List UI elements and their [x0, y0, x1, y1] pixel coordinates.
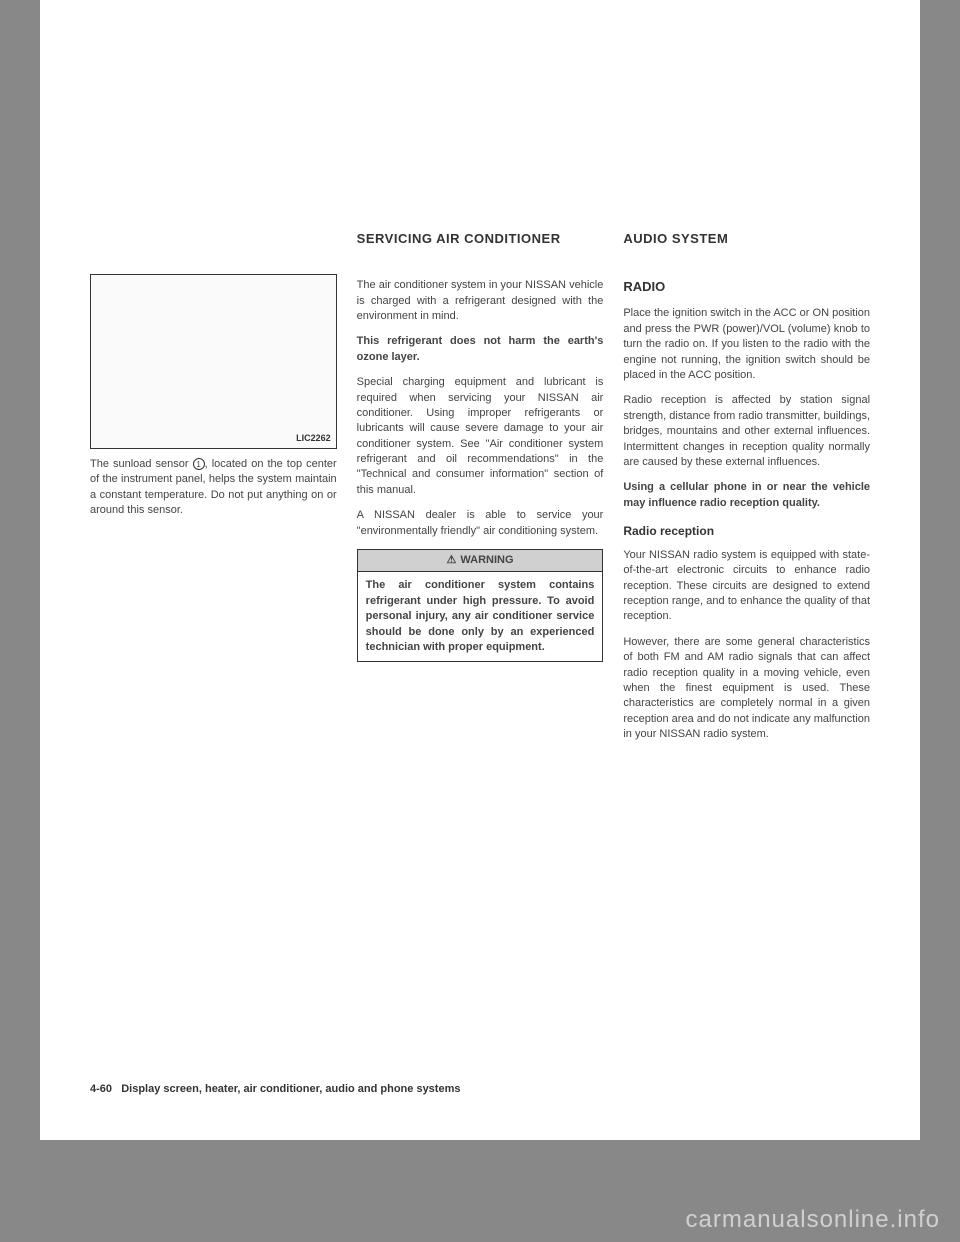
ac-para-1: The air conditioner system in your NISSA…	[357, 278, 604, 324]
radio-para-2: Radio reception is affected by station s…	[623, 393, 870, 470]
ac-para-4: A NISSAN dealer is able to service your …	[357, 508, 604, 539]
spacer	[90, 230, 337, 274]
radio-para-1: Place the ignition switch in the ACC or …	[623, 306, 870, 383]
audio-system-title: AUDIO SYSTEM	[623, 230, 870, 248]
radio-heading: RADIO	[623, 278, 870, 296]
servicing-ac-title: SERVICING AIR CONDITIONER	[357, 230, 604, 248]
warning-box: WARNING The air conditioner system conta…	[357, 549, 604, 662]
column-1: LIC2262 The sunload sensor 1, located on…	[90, 230, 337, 753]
content-columns: LIC2262 The sunload sensor 1, located on…	[90, 230, 870, 753]
warning-heading: WARNING	[358, 550, 603, 572]
ac-para-3: Special charging equipment and lubricant…	[357, 375, 604, 498]
page-number: 4-60	[90, 1083, 112, 1095]
ac-para-2: This refrigerant does not harm the earth…	[357, 334, 604, 365]
column-2: SERVICING AIR CONDITIONER The air condit…	[357, 230, 604, 753]
manual-page: LIC2262 The sunload sensor 1, located on…	[40, 0, 920, 1140]
section-name: Display screen, heater, air conditioner,…	[121, 1083, 460, 1095]
radio-para-4: Your NISSAN radio system is equipped wit…	[623, 548, 870, 625]
column-3: AUDIO SYSTEM RADIO Place the ignition sw…	[623, 230, 870, 753]
radio-para-3: Using a cellular phone in or near the ve…	[623, 480, 870, 511]
warning-body: The air conditioner system contains refr…	[358, 572, 603, 661]
radio-reception-subhead: Radio reception	[623, 523, 870, 540]
callout-1-icon: 1	[193, 458, 205, 470]
page-footer: 4-60 Display screen, heater, air conditi…	[90, 1083, 460, 1095]
watermark: carmanualsonline.info	[686, 1206, 940, 1234]
figure-caption: The sunload sensor 1, located on the top…	[90, 457, 337, 519]
radio-para-5: However, there are some general characte…	[623, 635, 870, 743]
figure-placeholder: LIC2262	[90, 274, 337, 449]
figure-label: LIC2262	[296, 432, 331, 445]
